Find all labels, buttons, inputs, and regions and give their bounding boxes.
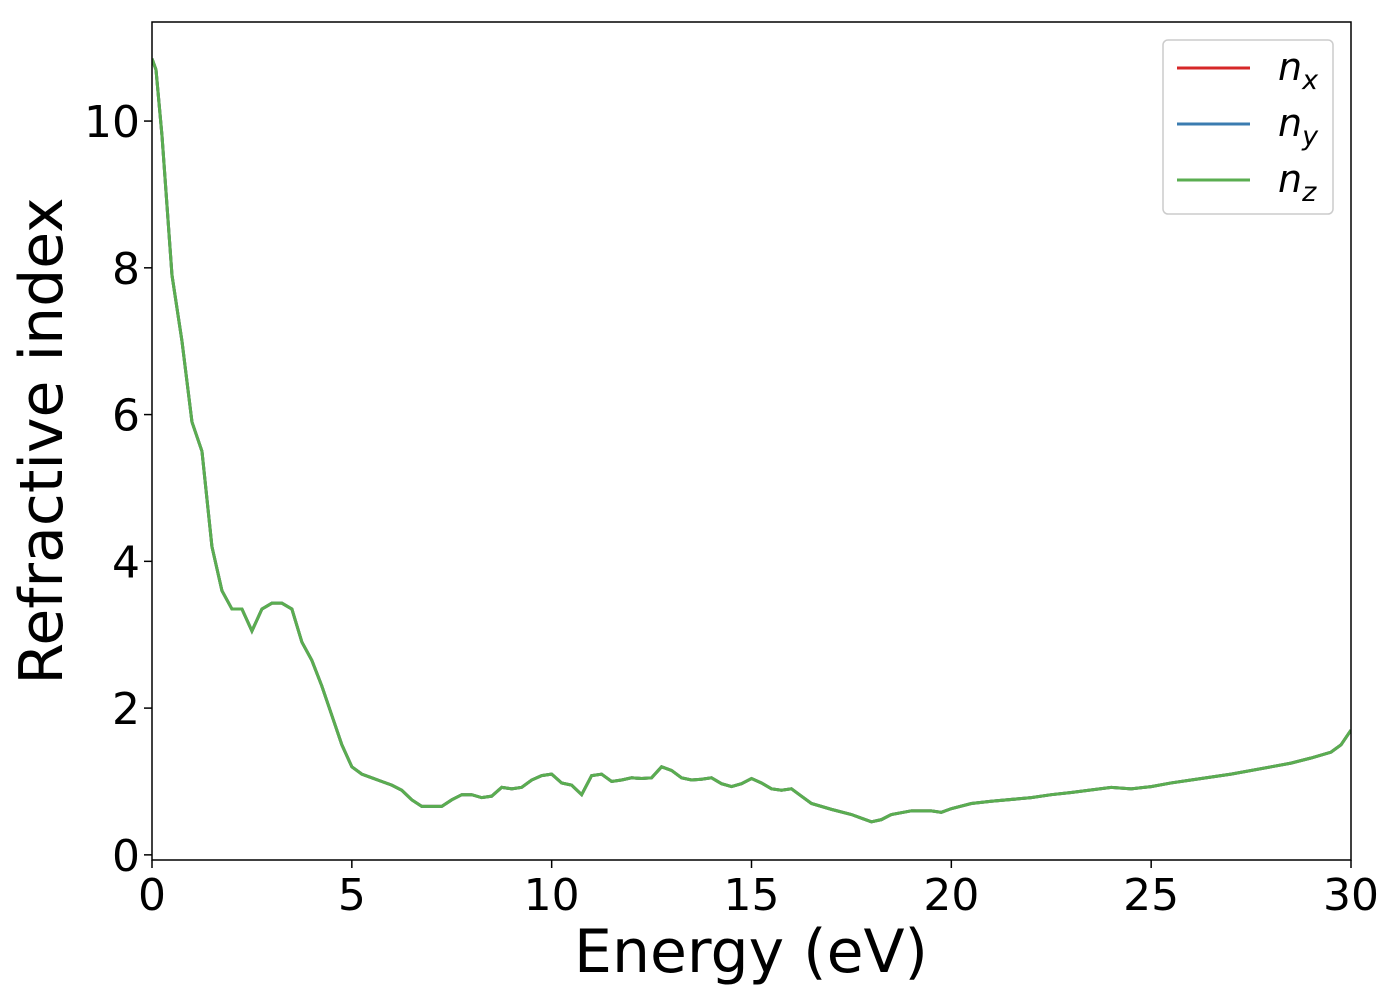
legend-label: nz — [1278, 157, 1317, 208]
y-tick-label: 0 — [112, 831, 140, 882]
axes-frame — [151, 21, 1352, 861]
y-tick-label: 4 — [112, 537, 140, 588]
y-tick-label: 2 — [112, 684, 140, 735]
x-tick-label: 25 — [1123, 870, 1179, 921]
x-axis-label: Energy (eV) — [574, 917, 928, 987]
y-axis-label: Refractive index — [7, 197, 77, 684]
x-tick-label: 30 — [1323, 870, 1379, 921]
y-tick-label: 8 — [112, 244, 140, 295]
legend-box — [1162, 39, 1334, 215]
x-tick-label: 10 — [524, 870, 580, 921]
legend-label: ny — [1278, 101, 1319, 152]
x-tick-label: 0 — [138, 870, 166, 921]
x-tick-label: 15 — [724, 870, 780, 921]
data-line — [152, 58, 1351, 824]
y-tick-label: 6 — [112, 391, 140, 442]
x-tick-label: 20 — [923, 870, 979, 921]
x-tick-label: 5 — [338, 870, 366, 921]
y-tick-label: 10 — [84, 97, 140, 148]
legend-label: nx — [1278, 45, 1319, 96]
